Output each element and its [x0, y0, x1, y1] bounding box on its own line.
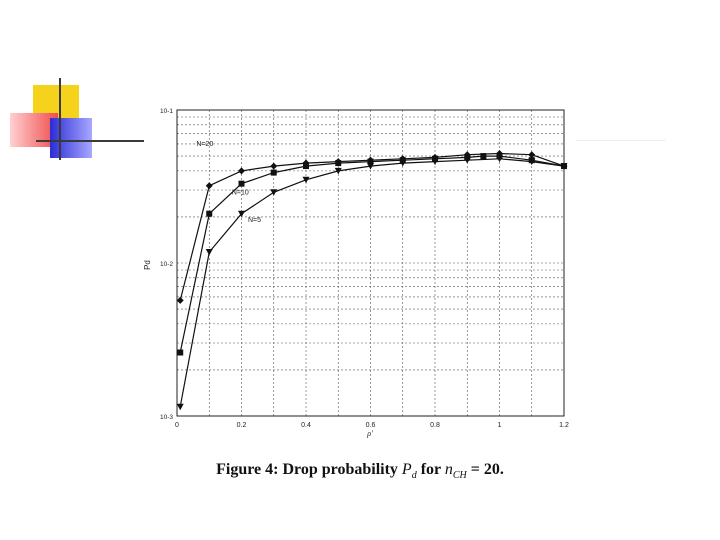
x-tick-label: 0.8 [430, 422, 440, 429]
data-point [270, 189, 278, 196]
data-point [205, 182, 213, 190]
plot-frame [176, 109, 565, 417]
data-point [399, 160, 407, 167]
data-point [367, 163, 374, 170]
y-tick-label: 10-1 [160, 108, 173, 115]
data-point [431, 158, 439, 166]
blue-accent-square [50, 118, 92, 158]
x-tick-label: 1.2 [559, 422, 569, 429]
series-label: N=5 [248, 217, 261, 224]
x-axis-label: ρ' [366, 429, 373, 438]
y-tick-label: 10-2 [160, 261, 173, 268]
data-point [238, 180, 245, 187]
y-axis-label: Pd [143, 260, 152, 270]
tick-labels: 0 0.2 0.4 0.6 0.8 1 1.2 10-1 10-2 10-3 [160, 108, 569, 429]
series-label: N=10 [232, 190, 249, 197]
data-point [177, 349, 184, 356]
data-point [238, 210, 245, 218]
x-tick-label: 0 [175, 422, 179, 429]
data-point [560, 163, 568, 170]
data-point [302, 176, 310, 184]
series-labels: N=20 N=10 N=5 [196, 141, 261, 224]
data-point [303, 163, 309, 170]
data-point [480, 153, 487, 160]
data-point [528, 158, 536, 166]
x-tick-label: 0.6 [366, 422, 376, 429]
x-tick-label: 0.4 [301, 422, 311, 429]
data-point [367, 158, 374, 165]
data-point [270, 169, 277, 176]
data-point [335, 160, 342, 167]
data-point [270, 162, 278, 170]
data-point [528, 151, 536, 159]
data-point [176, 403, 184, 411]
figure-caption: Figure 4: Drop probability Pd for nCH = … [216, 461, 504, 482]
data-point [206, 210, 213, 217]
grid-lines [177, 110, 564, 416]
data-point [205, 249, 213, 256]
x-tick-label: 0.2 [237, 422, 247, 429]
data-point [238, 167, 245, 175]
data-point [334, 167, 342, 175]
horizontal-accent-rule [36, 140, 144, 142]
series-line [179, 155, 565, 353]
y-tick-label: 10-3 [160, 414, 173, 421]
faint-accent-rule [576, 140, 666, 141]
series-line [179, 152, 565, 301]
series-label: N=20 [196, 141, 213, 148]
vertical-accent-rule [59, 78, 61, 160]
data-point [463, 157, 471, 164]
x-tick-label: 1 [498, 422, 502, 429]
series-layer [176, 149, 568, 411]
data-point [176, 296, 184, 304]
data-point [496, 155, 503, 163]
